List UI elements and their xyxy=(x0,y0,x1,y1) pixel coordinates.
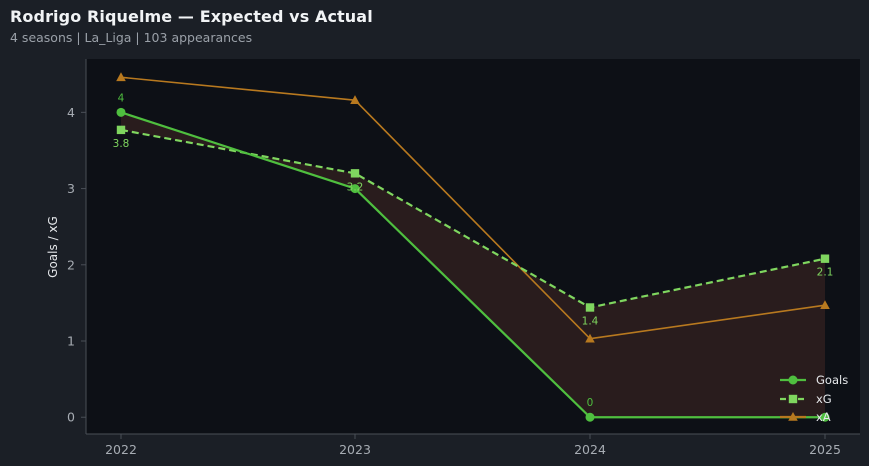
goals-series-line xyxy=(120,111,825,419)
xg-point xyxy=(820,254,830,263)
x-tick-label: 2022 xyxy=(105,442,137,457)
y-tick-label: 1 xyxy=(67,334,75,349)
xg-data-label: 3.8 xyxy=(113,138,130,150)
xa-point xyxy=(820,300,830,309)
goals-point xyxy=(820,412,830,422)
y-axis-label: Goals / xG xyxy=(46,216,60,278)
legend-xg-label: xG xyxy=(816,392,832,406)
chart-title: Rodrigo Riquelme — Expected vs Actual xyxy=(10,7,373,26)
y-tick-label: 3 xyxy=(67,181,75,196)
xg-data-label: 2.1 xyxy=(817,267,834,279)
x-tick-label: 2024 xyxy=(574,442,606,457)
goals-data-label: 0 xyxy=(587,397,594,409)
goals-point xyxy=(350,184,360,194)
chart-subtitle: 4 seasons | La_Liga | 103 appearances xyxy=(10,30,253,45)
legend-xa-label: xA xyxy=(816,410,831,424)
legend-xa-marker xyxy=(788,412,798,421)
x-tick-label: 2025 xyxy=(809,442,841,457)
xg-data-label: 3.2 xyxy=(347,181,364,193)
x-tick-label: 2023 xyxy=(339,442,371,457)
xg-point xyxy=(116,125,126,135)
legend-xg-marker xyxy=(788,394,798,404)
xg-point xyxy=(585,303,595,312)
xa-point xyxy=(116,72,126,82)
legend-goals-label: Goals xyxy=(816,373,848,387)
legend-goals-marker xyxy=(788,375,798,385)
xa-point xyxy=(350,95,360,104)
xa-point xyxy=(585,333,595,343)
goals-data-label: 4 xyxy=(118,92,125,104)
xg-data-label: 1.4 xyxy=(582,315,599,327)
goals-xg-gap-area xyxy=(121,112,825,418)
xg-point xyxy=(350,169,360,178)
y-tick-label: 2 xyxy=(67,257,75,272)
y-tick-label: 0 xyxy=(67,410,75,425)
goals-point xyxy=(116,107,126,117)
xa-series-line xyxy=(120,76,826,340)
goals-point xyxy=(585,412,595,422)
xg-series-line xyxy=(120,128,826,309)
y-tick-label: 4 xyxy=(67,105,75,120)
